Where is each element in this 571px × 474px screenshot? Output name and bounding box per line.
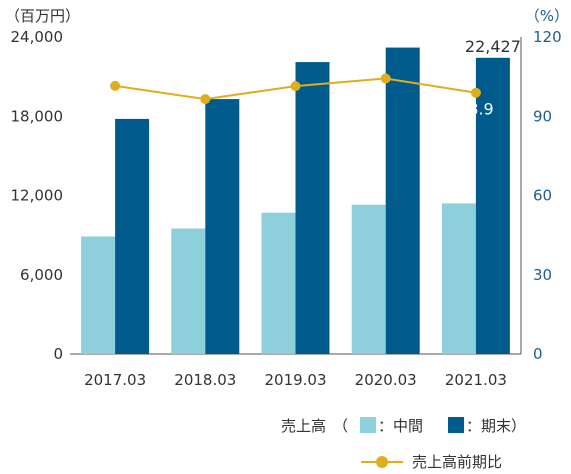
bar-interim xyxy=(171,228,206,354)
legend-bar-group-label: 売上高 xyxy=(281,417,326,435)
x-tick-label: 2017.03 xyxy=(84,371,146,389)
yearend-value-label: 22,427 xyxy=(465,37,521,56)
yoy-point xyxy=(200,94,211,105)
left-tick-label: 18,000 xyxy=(11,107,64,125)
left-tick-label: 0 xyxy=(53,345,63,363)
bar-yearend xyxy=(205,99,240,355)
bar-interim xyxy=(261,212,296,354)
x-tick-label: 2020.03 xyxy=(355,371,417,389)
yoy-point xyxy=(290,81,301,92)
yoy-line-series xyxy=(110,73,481,105)
bar-interim xyxy=(351,204,386,354)
bar-yearend xyxy=(475,57,510,355)
legend-interim-label: ：中間 xyxy=(378,417,423,435)
x-tick-label: 2019.03 xyxy=(264,371,326,389)
left-tick-label: 12,000 xyxy=(11,187,64,205)
legend: 売上高 （ ：中間 ：期末） 売上高前期比 xyxy=(281,417,526,471)
x-tick-label: 2021.03 xyxy=(445,371,507,389)
right-axis-unit: （%） xyxy=(525,7,569,25)
yoy-value-label: 98.9 xyxy=(458,100,494,119)
left-tick-label: 6,000 xyxy=(20,266,63,284)
right-tick-label: 60 xyxy=(533,187,552,205)
left-axis-ticks: 0 6,000 12,000 18,000 24,000 xyxy=(11,28,64,363)
bar-interim xyxy=(441,203,476,354)
yoy-point xyxy=(380,73,391,84)
x-axis-labels: 2017.03 2018.03 2019.03 2020.03 2021.03 xyxy=(84,371,507,389)
bar-yearend xyxy=(115,118,150,355)
legend-swatch-interim xyxy=(360,417,376,433)
right-tick-label: 30 xyxy=(533,266,552,284)
legend-swatch-yearend xyxy=(448,417,464,433)
right-tick-label: 90 xyxy=(533,107,552,125)
legend-open-paren: （ xyxy=(333,417,348,435)
left-axis-unit: （百万円） xyxy=(5,7,80,25)
legend-yearend-label: ：期末） xyxy=(466,417,526,435)
bar-yearend xyxy=(295,62,330,355)
bar-yearend xyxy=(385,47,420,355)
yoy-point xyxy=(470,87,481,98)
right-axis-ticks: 0 30 60 90 120 xyxy=(533,28,562,363)
right-tick-label: 0 xyxy=(533,345,543,363)
x-tick-label: 2018.03 xyxy=(174,371,236,389)
left-tick-label: 24,000 xyxy=(11,28,64,46)
bar-interim xyxy=(81,236,116,354)
legend-line-marker xyxy=(376,456,388,468)
yoy-point xyxy=(110,80,121,91)
legend-line-label: 売上高前期比 xyxy=(412,453,502,471)
right-tick-label: 120 xyxy=(533,28,562,46)
bar-series xyxy=(81,47,510,355)
data-annotations: 22,427 98.9 xyxy=(458,37,521,119)
